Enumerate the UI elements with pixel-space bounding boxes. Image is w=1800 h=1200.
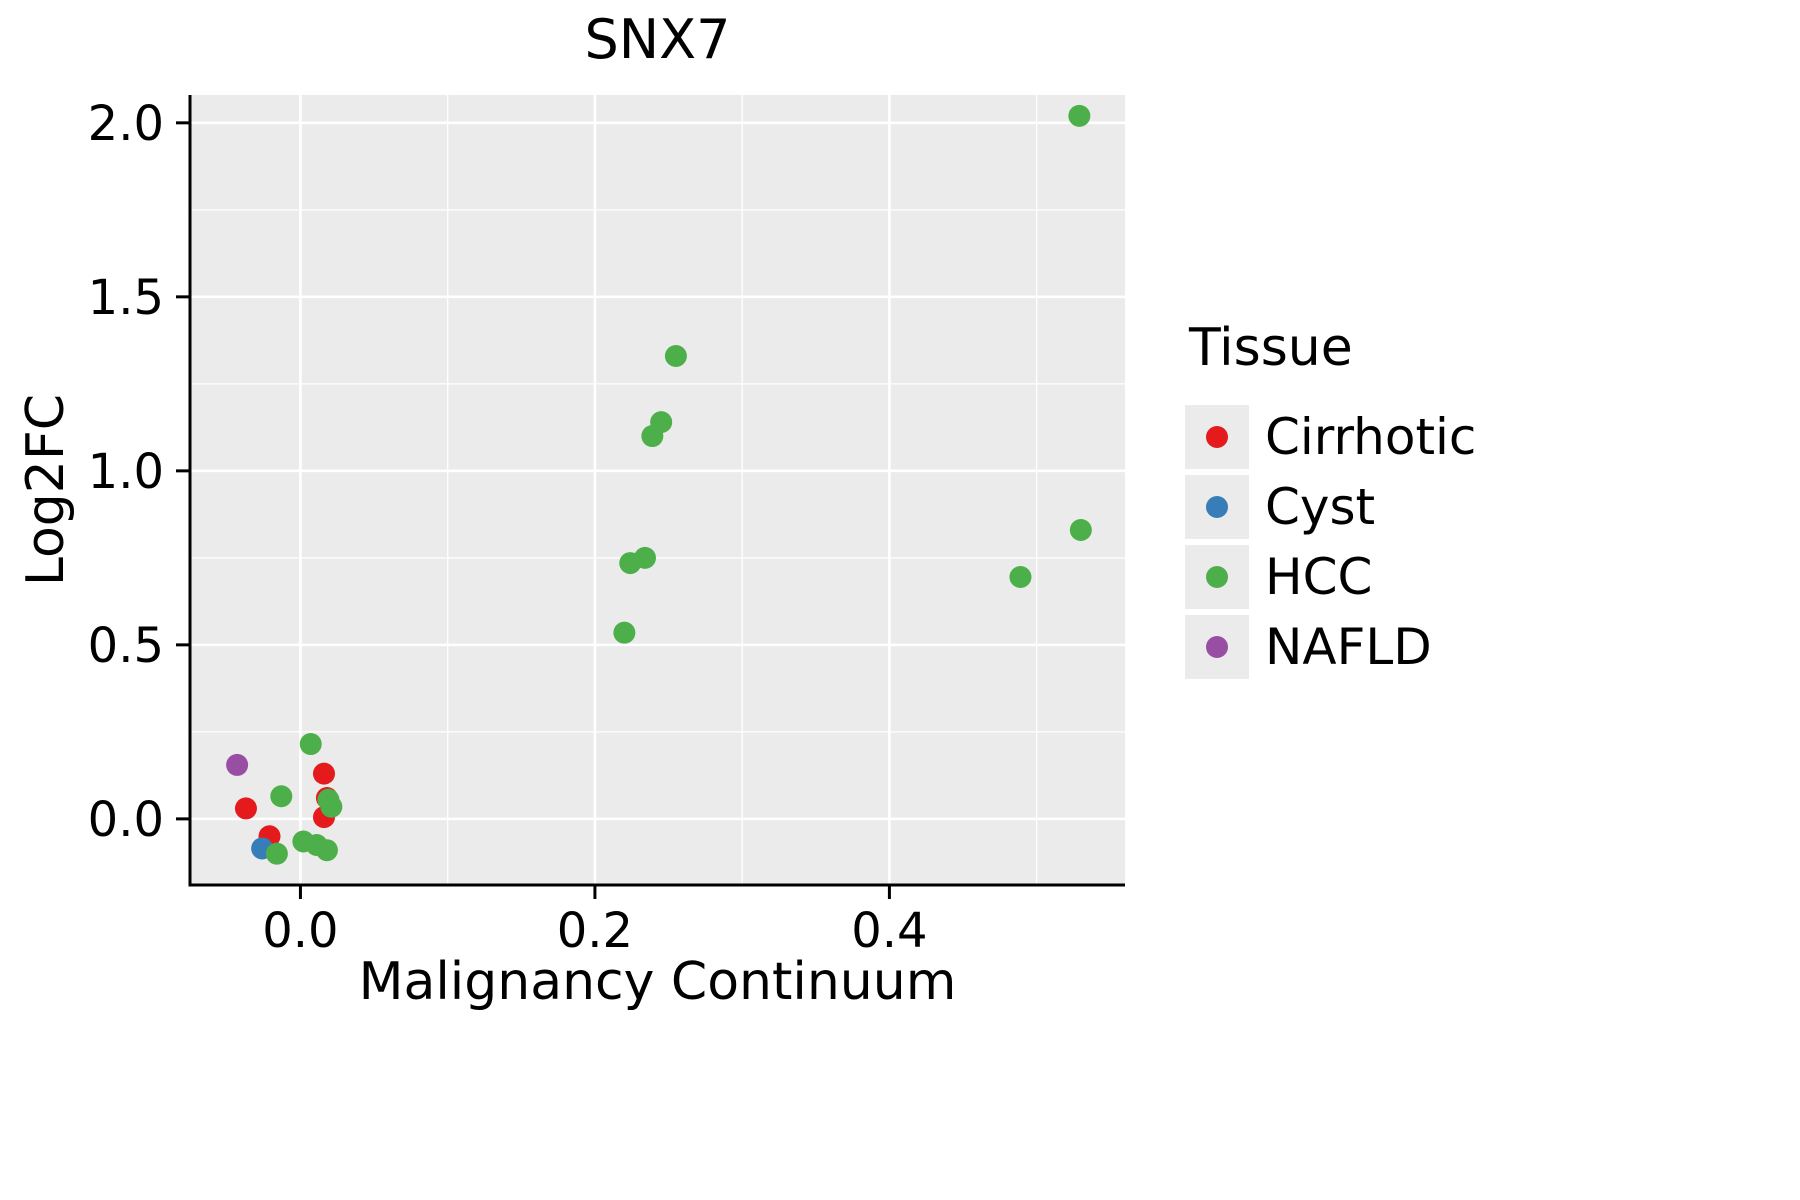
legend-key	[1185, 475, 1249, 539]
x-tick-label: 0.4	[851, 903, 927, 959]
legend-label: NAFLD	[1265, 618, 1432, 676]
data-point-hcc	[650, 411, 673, 434]
legend-label: HCC	[1265, 548, 1373, 606]
data-point-hcc	[315, 839, 338, 862]
legend-label: Cirrhotic	[1265, 408, 1477, 466]
data-point-hcc	[299, 733, 322, 756]
legend-dot-icon	[1206, 566, 1228, 588]
y-tick-label: 1.0	[88, 444, 164, 500]
y-tick-label: 1.5	[88, 270, 164, 326]
legend-dot-icon	[1206, 496, 1228, 518]
data-point-cirrhotic	[312, 762, 335, 785]
legend-label: Cyst	[1265, 478, 1376, 536]
legend-item-cirrhotic: Cirrhotic	[1185, 402, 1476, 472]
y-tick-label: 0.0	[88, 792, 164, 848]
data-point-hcc	[1009, 566, 1032, 589]
legend-key	[1185, 615, 1249, 679]
data-point-nafld	[226, 753, 249, 776]
x-axis-label: Malignancy Continuum	[358, 952, 957, 1012]
x-tick-label: 0.2	[557, 903, 633, 959]
legend-dot-icon	[1206, 426, 1228, 448]
data-point-hcc	[1068, 104, 1091, 127]
data-point-hcc	[270, 785, 293, 808]
data-point-hcc	[613, 621, 636, 644]
data-point-cirrhotic	[234, 797, 257, 820]
x-tick-label: 0.0	[262, 903, 338, 959]
y-tick-label: 2.0	[88, 96, 164, 152]
legend-key	[1185, 405, 1249, 469]
legend-dot-icon	[1206, 636, 1228, 658]
data-point-hcc	[265, 842, 288, 865]
plot-panel	[190, 95, 1125, 885]
legend-items: Cirrhotic Cyst HCC NAFLD	[1185, 402, 1476, 682]
legend-item-cyst: Cyst	[1185, 472, 1476, 542]
data-point-hcc	[664, 345, 687, 368]
legend-item-nafld: NAFLD	[1185, 612, 1476, 682]
data-point-hcc	[1069, 519, 1092, 542]
legend: Tissue Cirrhotic Cyst HCC NAFLD	[1185, 318, 1476, 682]
legend-title: Tissue	[1189, 318, 1353, 378]
data-point-hcc	[633, 546, 656, 569]
data-point-hcc	[320, 795, 343, 818]
legend-item-hcc: HCC	[1185, 542, 1476, 612]
chart-title: SNX7	[584, 8, 731, 71]
y-tick-label: 0.5	[88, 618, 164, 674]
legend-key	[1185, 545, 1249, 609]
